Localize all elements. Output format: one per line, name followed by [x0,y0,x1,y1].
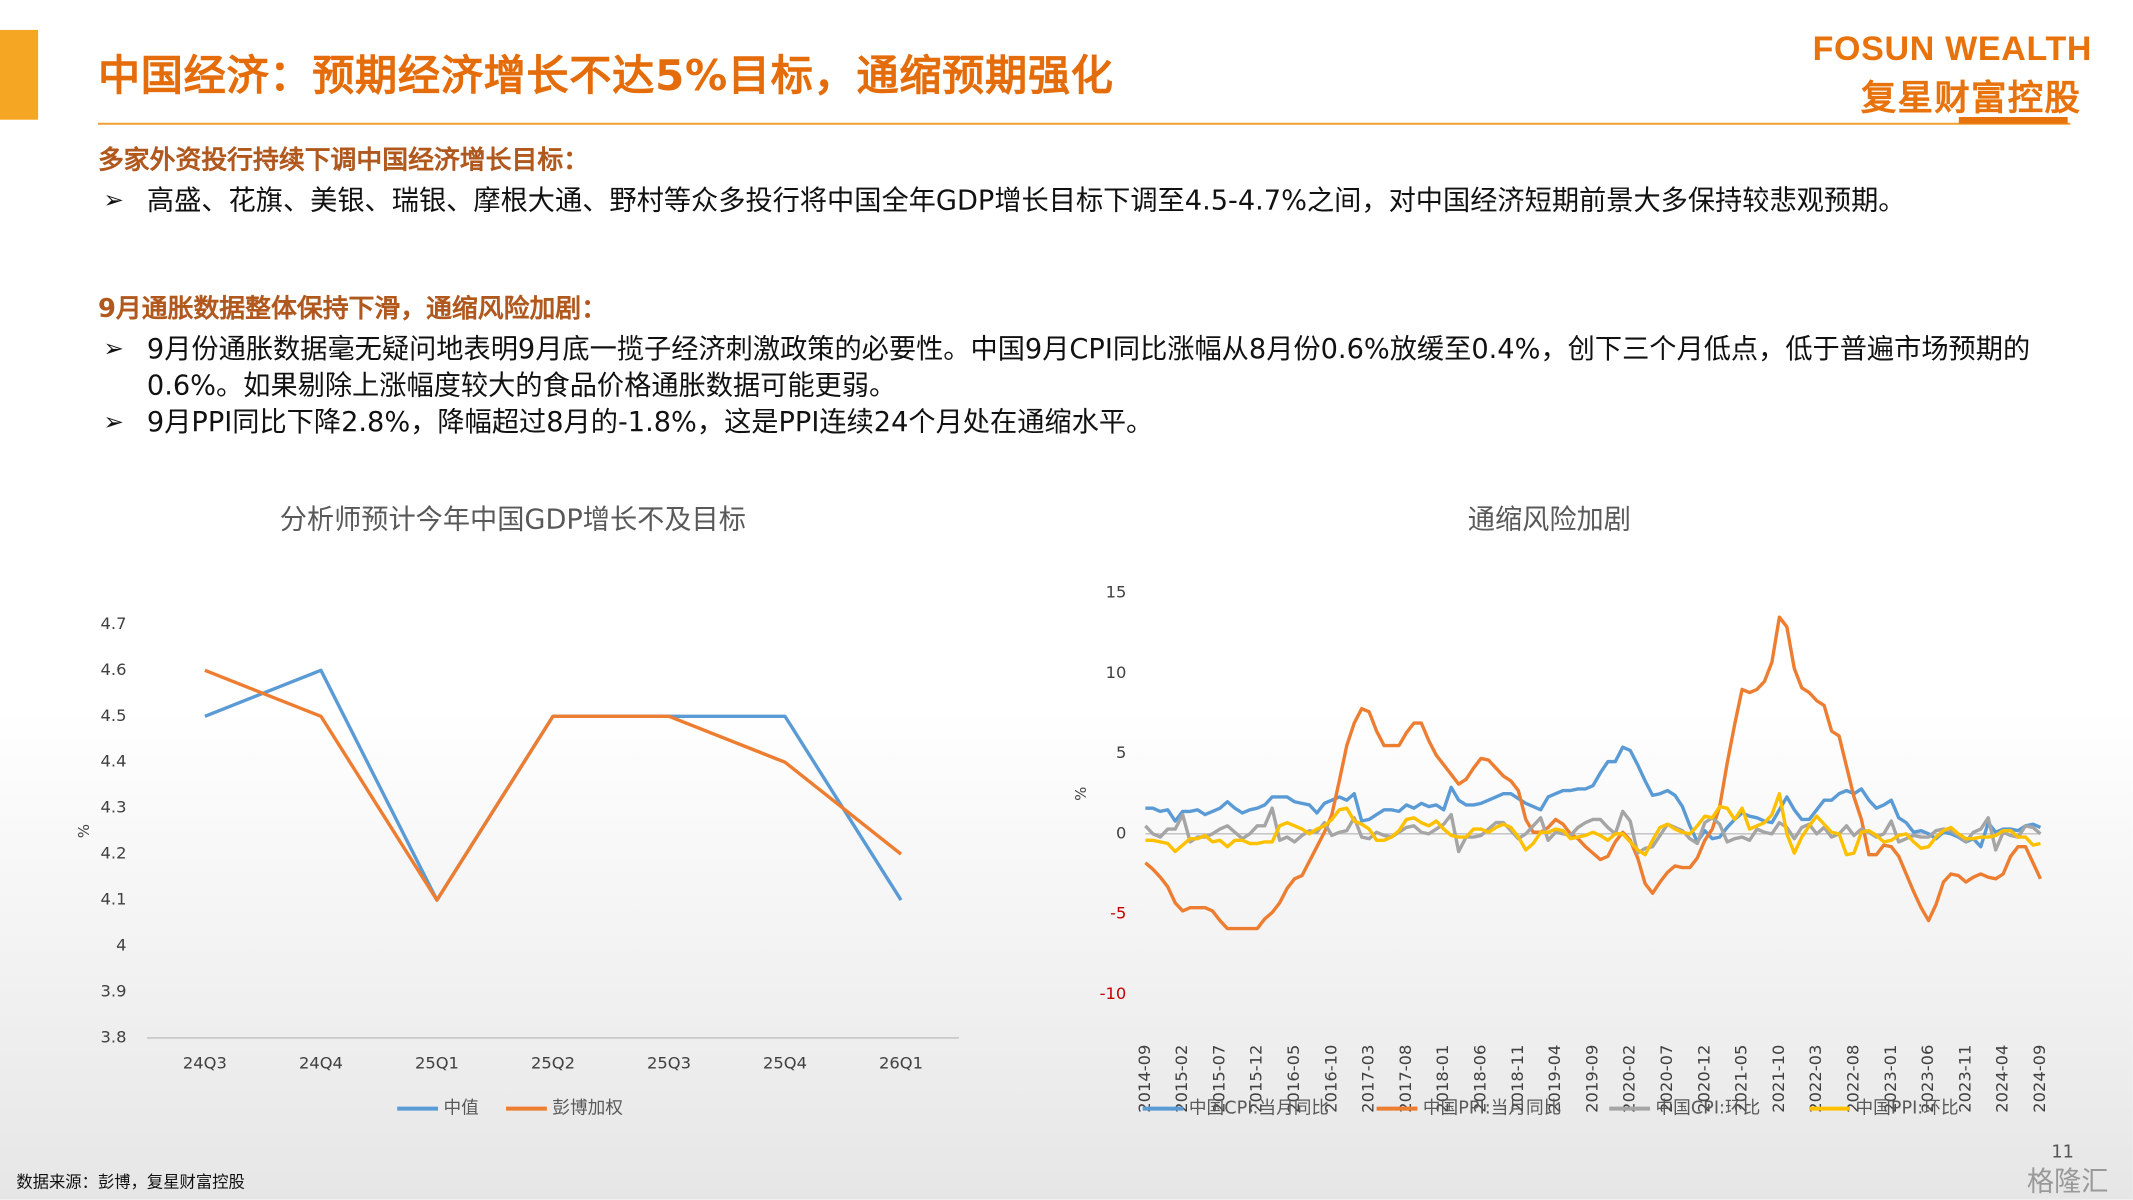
y-tick-label: 3.8 [101,1027,127,1046]
legend-label: 中国CPI:当月同比 [1189,1098,1329,1119]
x-tick-label: 2019-04 [1545,1045,1564,1113]
chart-title: 分析师预计今年中国GDP增长不及目标 [280,504,746,535]
section: 多家外资投行持续下调中国经济增长目标： 高盛、花旗、美银、瑞银、摩根大通、野村等… [98,140,2084,219]
series-line [1144,806,2042,855]
x-tick-label: 2017-03 [1359,1045,1378,1113]
y-tick-label: 4.2 [101,844,127,863]
x-tick-label: 2024-04 [1993,1045,2012,1113]
x-tick-label: 25Q2 [531,1053,575,1072]
x-tick-label: 2021-05 [1732,1045,1751,1113]
y-tick-label: 4.7 [101,614,127,633]
bullet: 9月份通胀数据毫无疑问地表明9月底一揽子经济刺激政策的必要性。中国9月CPI同比… [98,331,2084,404]
page-number: 11 [2051,1142,2074,1164]
x-tick-label: 24Q3 [183,1053,227,1072]
x-tick-label: 25Q1 [415,1053,459,1072]
bullets: 9月份通胀数据毫无疑问地表明9月底一揽子经济刺激政策的必要性。中国9月CPI同比… [98,331,2084,441]
x-tick-label: 2023-11 [1955,1045,1974,1113]
legend-label: 彭博加权 [552,1098,623,1119]
x-tick-label: 2023-06 [1918,1045,1937,1113]
x-tick-label: 2022-08 [1843,1045,1862,1113]
y-tick-label: 4.6 [101,660,127,679]
y-tick-label: 5 [1116,743,1126,762]
y-tick-label: 4.4 [101,752,127,771]
x-tick-label: 2014-09 [1135,1045,1154,1113]
y-axis-label: % [1072,787,1090,801]
x-tick-label: 2015-02 [1172,1045,1191,1113]
x-tick-label: 2016-10 [1321,1045,1340,1113]
y-tick-label: 10 [1106,663,1127,682]
section: 9月通胀数据整体保持下滑，通缩风险加剧： 9月份通胀数据毫无疑问地表明9月底一揽… [97,288,2084,441]
logo-bar [1958,116,2068,124]
y-tick-label: 4.3 [101,798,127,817]
x-tick-label: 2019-09 [1582,1045,1601,1113]
x-tick-label: 25Q3 [647,1053,691,1072]
y-tick-label: 4.1 [101,890,127,909]
slide-title: 中国经济：预期经济增长不达5%目标，通缩预期强化 [97,51,1114,101]
x-tick-label: 2017-08 [1396,1045,1415,1113]
bullet: 高盛、花旗、美银、瑞银、摩根大通、野村等众多投行将中国全年GDP增长目标下调至4… [98,182,2084,219]
logo: FOSUN WEALTH [1812,29,2093,69]
legend-label: 中国PPI:环比 [1855,1098,1958,1119]
x-tick-label: 2018-01 [1433,1045,1452,1113]
series-line [204,668,903,902]
y-axis-label: % [75,824,93,838]
accent-bar [0,29,39,120]
legend-label: 中国PPI:当月同比 [1423,1098,1562,1119]
source: 数据来源：彭博，复星财富控股 [16,1172,245,1192]
y-tick-label: -5 [1110,904,1126,923]
x-tick-label: 2020-02 [1620,1045,1639,1113]
bullet: 9月PPI同比下降2.8%，降幅超过8月的-1.8%，这是PPI连续24个月处在… [98,404,2084,441]
x-tick-label: 2023-01 [1881,1045,1900,1113]
x-tick-label: 2020-12 [1694,1045,1713,1113]
series-line [1144,615,2042,931]
x-tick-label: 2018-11 [1508,1045,1527,1113]
x-tick-label: 2022-03 [1806,1045,1825,1113]
x-tick-label: 2015-07 [1209,1045,1228,1113]
background [0,707,2133,1200]
y-tick-label: 15 [1106,583,1127,602]
legend-label: 中值 [443,1098,478,1119]
x-tick-label: 2018-06 [1471,1045,1490,1113]
y-tick-label: 4 [116,936,126,955]
chart-title: 通缩风险加剧 [1468,504,1631,535]
y-tick-label: 0 [1116,823,1126,842]
series-line [1145,792,2041,857]
y-tick-label: -10 [1100,984,1127,1003]
logo-cn: 复星财富控股 [1860,78,2082,120]
x-tick-label: 2024-09 [2030,1045,2049,1113]
x-tick-label: 2021-10 [1769,1045,1788,1113]
series-line [1145,745,2042,849]
y-tick-label: 4.5 [101,706,127,725]
x-tick-label: 2015-12 [1247,1045,1266,1113]
x-tick-label: 26Q1 [879,1053,923,1072]
y-tick-label: 3.9 [101,981,127,1000]
x-tick-label: 25Q4 [763,1053,807,1072]
bullets: 高盛、花旗、美银、瑞银、摩根大通、野村等众多投行将中国全年GDP增长目标下调至4… [98,182,2084,219]
watermark: 格隆汇 [2026,1164,2109,1198]
x-tick-label: 2016-05 [1284,1045,1303,1113]
legend-label: 中国CPI:环比 [1655,1098,1760,1119]
section-heading: 多家外资投行持续下调中国经济增长目标： [97,145,590,176]
x-tick-label: 2020-07 [1657,1045,1676,1113]
x-tick-label: 24Q4 [299,1053,343,1072]
section-heading: 9月通胀数据整体保持下滑，通缩风险加剧： [97,293,608,324]
